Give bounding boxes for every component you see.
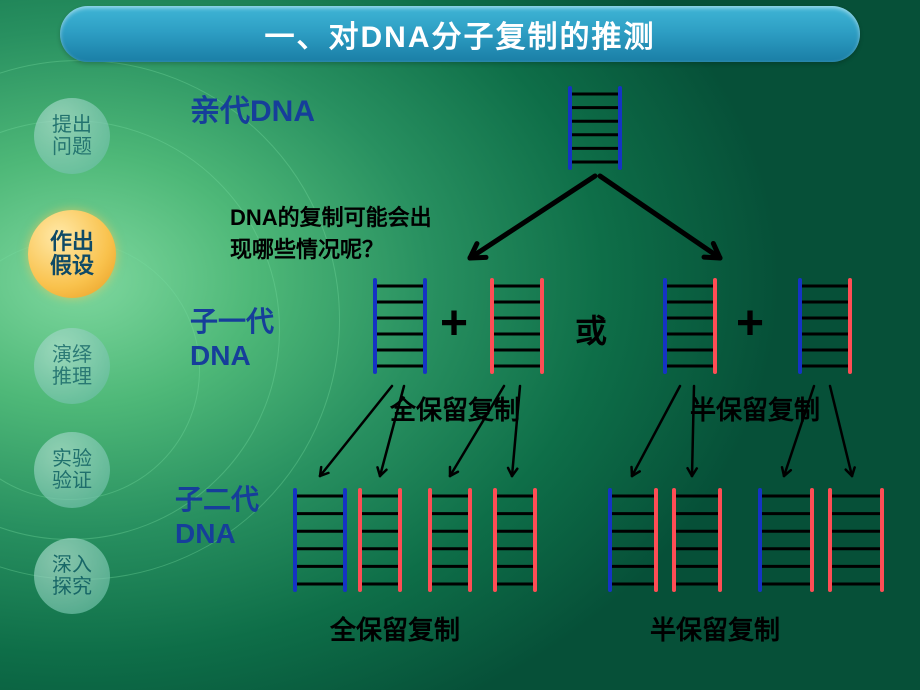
label-type2-b: 半保留复制 <box>650 610 780 647</box>
sidebar-step-4: 深入 探究 <box>34 538 110 614</box>
sidebar-step-3: 实验 验证 <box>34 432 110 508</box>
sidebar-step-2: 演绎 推理 <box>34 328 110 404</box>
label-type1-b: 全保留复制 <box>330 610 460 647</box>
plus-2: + <box>736 296 764 351</box>
label-gen2: 子二代 DNA <box>175 478 259 550</box>
label-gen1: 子一代 DNA <box>190 300 274 372</box>
label-type2-a: 半保留复制 <box>690 390 820 427</box>
title-bar: 一、对DNA分子复制的推测 <box>60 6 860 62</box>
sidebar-step-0: 提出 问题 <box>34 98 110 174</box>
sidebar-step-1: 作出 假设 <box>28 210 116 298</box>
label-parent: 亲代DNA <box>190 86 315 130</box>
label-question: DNA的复制可能会出 现哪些情况呢？ <box>230 200 432 264</box>
plus-1: + <box>440 296 468 351</box>
label-type1-a: 全保留复制 <box>390 390 520 427</box>
title-text: 一、对DNA分子复制的推测 <box>265 12 656 56</box>
or-text: 或 <box>575 306 607 352</box>
